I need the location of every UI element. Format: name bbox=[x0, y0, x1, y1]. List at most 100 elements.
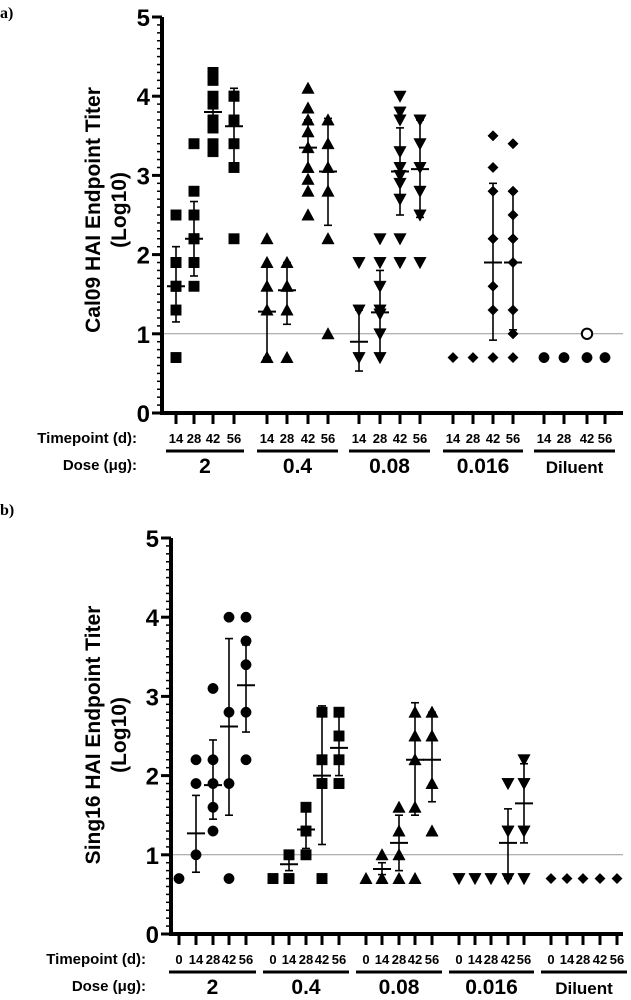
timepoint-label: 28 bbox=[392, 952, 406, 967]
dose-group-2: 2 0 14 28 42 56 bbox=[169, 611, 256, 999]
dose-group-2: 2 14 28 42 56 bbox=[166, 66, 244, 478]
data-point-diamond bbox=[507, 138, 519, 150]
timepoint-label: 0 bbox=[362, 952, 369, 967]
timepoint-label: 42 bbox=[315, 952, 329, 967]
data-point-circle bbox=[190, 778, 202, 789]
timepoint-label: 56 bbox=[506, 431, 520, 446]
dose-row-label: Dose (μg): bbox=[63, 457, 137, 474]
panel-label: a) bbox=[0, 5, 13, 22]
data-point-triangle-down bbox=[452, 873, 466, 886]
dose-label: Diluent bbox=[546, 458, 604, 477]
dose-group-0.016: 0.016 14 28 42 56 bbox=[443, 130, 523, 478]
axes bbox=[169, 538, 623, 936]
data-point-triangle-down bbox=[413, 257, 427, 270]
dose-label: 0.08 bbox=[379, 976, 420, 999]
timepoint-label: 42 bbox=[580, 431, 594, 446]
data-point-triangle-up bbox=[301, 208, 315, 221]
timepoint-row-label: Timepoint (d): bbox=[37, 430, 137, 447]
data-point-diamond bbox=[487, 161, 499, 174]
data-point-square bbox=[316, 873, 328, 885]
data-point-triangle-up bbox=[301, 101, 315, 114]
data-point-square bbox=[170, 352, 182, 364]
timepoint-label: 42 bbox=[393, 431, 407, 446]
timepoint-label: 42 bbox=[408, 952, 422, 967]
timepoint-label: 14 bbox=[169, 431, 184, 446]
timepoint-label: 28 bbox=[557, 431, 571, 446]
dose-label: 2 bbox=[199, 455, 211, 478]
timepoint-label: 14 bbox=[375, 952, 390, 967]
data-point-circle bbox=[190, 754, 202, 766]
data-point-diamond bbox=[447, 352, 459, 364]
data-point-triangle-up bbox=[392, 871, 406, 885]
timepoint-label: 0 bbox=[175, 952, 182, 967]
panel-b: b) Sing16 HAI Endpoint Titer (Log10) 0 1 2 3 4 5… bbox=[0, 502, 627, 999]
timepoint-label: 42 bbox=[301, 431, 315, 446]
data-point-square bbox=[267, 873, 279, 885]
data-point-triangle-up bbox=[321, 327, 335, 340]
data-point-diamond bbox=[487, 352, 499, 364]
dose-label: 0.016 bbox=[465, 976, 518, 999]
panel-label: b) bbox=[0, 502, 14, 519]
data-point-circle bbox=[581, 352, 593, 364]
timepoint-label: 56 bbox=[332, 952, 346, 967]
data-point-triangle-down bbox=[373, 257, 387, 270]
timepoint-label: 56 bbox=[610, 952, 624, 967]
data-point-square bbox=[283, 873, 295, 885]
timepoint-label: 28 bbox=[280, 431, 294, 446]
timepoint-label: 28 bbox=[373, 431, 387, 446]
timepoint-label: 14 bbox=[446, 431, 461, 446]
data-point-diamond bbox=[487, 130, 499, 142]
y-tick-label: 2 bbox=[146, 764, 159, 791]
dose-label: Diluent bbox=[555, 979, 613, 998]
y-tick-label: 0 bbox=[137, 401, 150, 428]
data-point-diamond bbox=[594, 873, 606, 885]
y-tick-label: 4 bbox=[137, 84, 151, 111]
dose-group-0.08: 0.08 0 14 28 42 56 bbox=[356, 701, 442, 999]
data-point-triangle-down bbox=[352, 257, 366, 270]
data-point-diamond bbox=[467, 352, 479, 364]
data-point-circle bbox=[207, 683, 219, 694]
data-point-diamond bbox=[577, 873, 589, 885]
timepoint-label: 14 bbox=[260, 431, 275, 446]
dose-row-label: Dose (μg): bbox=[72, 978, 146, 995]
data-point-circle bbox=[240, 754, 252, 766]
dose-label: 0.4 bbox=[283, 455, 313, 478]
y-tick-label: 5 bbox=[146, 526, 159, 553]
timepoint-label: 14 bbox=[189, 952, 204, 967]
data-point-circle bbox=[240, 611, 252, 623]
y-axis-label: Cal09 HAI Endpoint Titer bbox=[82, 87, 105, 333]
data-point-triangle-up bbox=[260, 232, 274, 245]
data-point-circle bbox=[538, 352, 550, 364]
data-point-circle bbox=[599, 352, 611, 364]
data-point-square bbox=[228, 233, 240, 245]
data-point-diamond bbox=[507, 328, 519, 340]
data-point-triangle-down bbox=[517, 754, 531, 767]
y-axis-label: (Log10) bbox=[108, 697, 131, 773]
timepoint-label: 56 bbox=[598, 431, 612, 446]
data-point-triangle-down bbox=[393, 257, 407, 270]
timepoint-label: 42 bbox=[222, 952, 236, 967]
y-tick-label: 1 bbox=[137, 322, 150, 349]
timepoint-label: 56 bbox=[321, 431, 335, 446]
data-point-triangle-down bbox=[468, 873, 482, 886]
data-point-triangle-up bbox=[301, 184, 315, 197]
data-point-triangle-up bbox=[408, 871, 422, 885]
data-point-diamond bbox=[611, 873, 623, 885]
dose-group-0.4: 0.4 14 28 42 56 bbox=[257, 81, 338, 478]
timepoint-label: 56 bbox=[425, 952, 439, 967]
dose-label: 0.4 bbox=[291, 976, 321, 999]
data-point-triangle-down bbox=[393, 233, 407, 246]
timepoint-label: 28 bbox=[187, 431, 201, 446]
data-point-triangle-down bbox=[393, 90, 407, 103]
y-tick-label: 3 bbox=[146, 684, 159, 711]
data-point-diamond bbox=[561, 873, 573, 885]
data-point-square bbox=[188, 280, 200, 292]
data-point-triangle-up bbox=[375, 871, 389, 885]
data-point-circle bbox=[207, 825, 219, 837]
data-point-square bbox=[300, 849, 312, 861]
timepoint-label: 28 bbox=[466, 431, 480, 446]
timepoint-label: 28 bbox=[484, 952, 498, 967]
timepoint-label: 56 bbox=[239, 952, 253, 967]
